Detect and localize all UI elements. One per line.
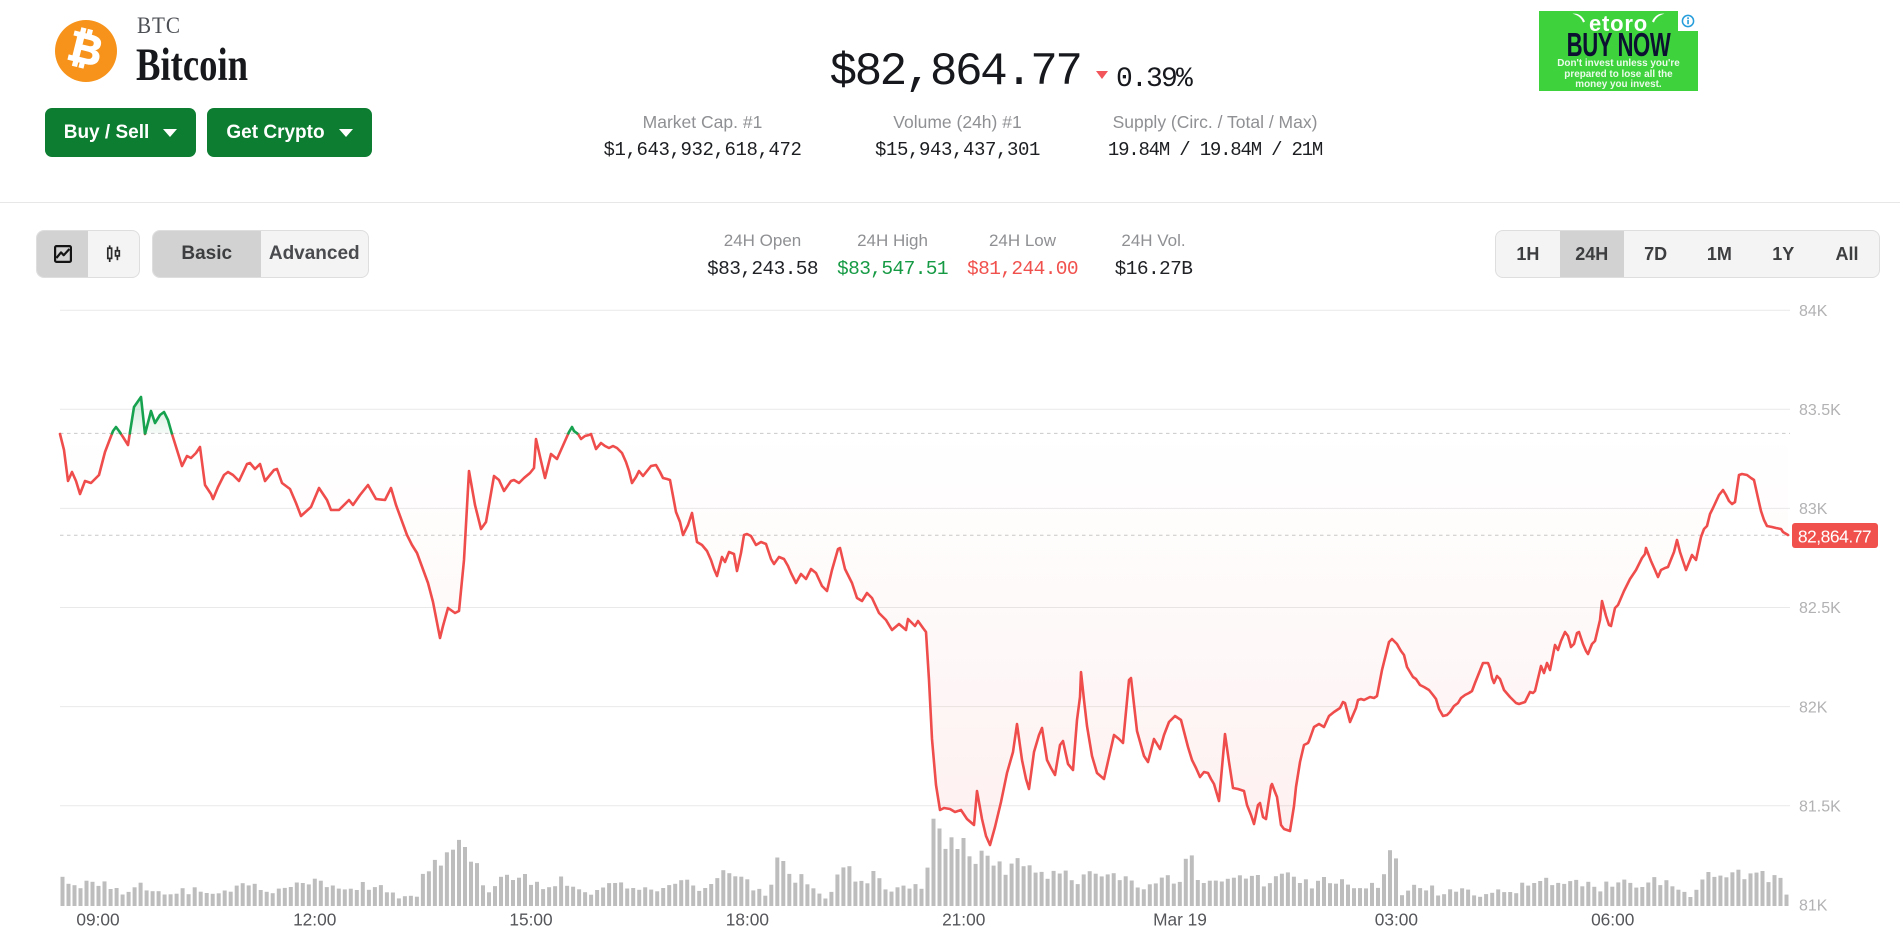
svg-text:09:00: 09:00 [76, 910, 119, 930]
svg-text:84K: 84K [1799, 303, 1828, 320]
svg-text:82.5K: 82.5K [1799, 600, 1841, 617]
svg-text:etoro: etoro [1589, 11, 1648, 33]
svg-text:06:00: 06:00 [1591, 910, 1634, 930]
svg-text:83K: 83K [1799, 501, 1828, 518]
svg-text:81K: 81K [1799, 898, 1828, 915]
svg-text:21:00: 21:00 [942, 910, 985, 930]
svg-text:81.5K: 81.5K [1799, 798, 1841, 815]
svg-text:Mar 19: Mar 19 [1153, 910, 1207, 930]
svg-text:82,864.77: 82,864.77 [1798, 526, 1871, 546]
svg-text:83.5K: 83.5K [1799, 402, 1841, 419]
svg-text:12:00: 12:00 [293, 910, 336, 930]
svg-text:15:00: 15:00 [509, 910, 552, 930]
svg-text:03:00: 03:00 [1375, 910, 1418, 930]
svg-text:82K: 82K [1799, 699, 1828, 716]
svg-text:18:00: 18:00 [726, 910, 769, 930]
